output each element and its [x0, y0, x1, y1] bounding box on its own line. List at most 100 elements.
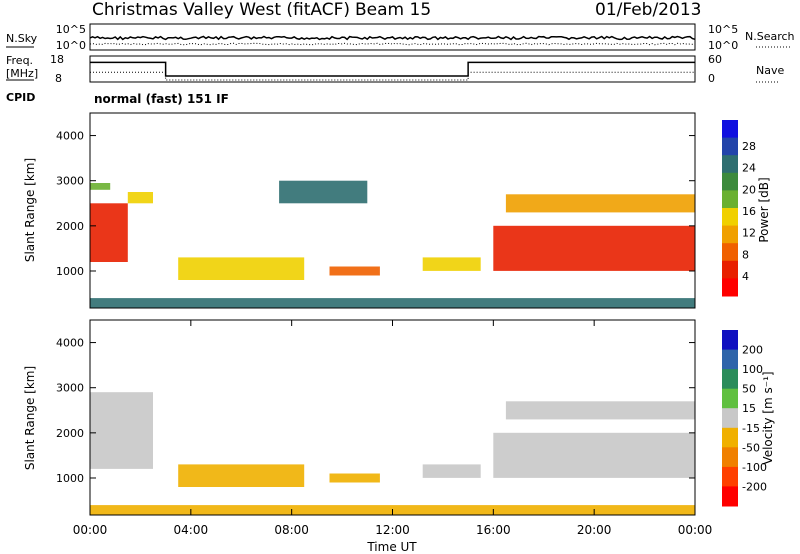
y-tick-label: 1000: [56, 472, 84, 485]
power-plot-frame: [89, 112, 696, 309]
velocity-colorbar-swatch: [722, 369, 738, 390]
velocity-colorbar-tick: -100: [742, 461, 767, 474]
noise-right-tick-top: 10^5: [708, 23, 738, 36]
velocity-colorbar-tick: -15: [742, 422, 760, 435]
power-colorbar-title: Power [dB]: [757, 177, 771, 242]
heatmap-region: [422, 257, 481, 271]
power-colorbar-tick: 16: [742, 205, 756, 218]
velocity-colorbar-swatch: [722, 427, 738, 448]
n-search-label: N.Search: [745, 30, 795, 43]
heatmap-region: [90, 203, 128, 262]
heatmap-region: [493, 432, 695, 478]
heatmap-region: [90, 183, 111, 190]
power-colorbar-swatch: [722, 208, 738, 227]
nave-series: [90, 71, 695, 81]
power-colorbar-swatch: [722, 120, 738, 139]
date-label: 01/Feb/2013: [595, 0, 702, 20]
velocity-colorbar-title: Velocity [m s⁻¹]: [761, 371, 775, 464]
velocity-colorbar-tick: -50: [742, 441, 760, 454]
heatmap-region: [422, 464, 481, 478]
cpid-panel: CPID normal (fast) 151 IF: [6, 91, 229, 106]
power-colorbar-tick: 28: [742, 140, 756, 153]
power-colorbar-swatch: [722, 225, 738, 244]
velocity-colorbar-swatch: [722, 466, 738, 487]
velocity-panel: 1000 2000 3000 4000 00:00 04:00 08:00 12:00 16:…: [23, 319, 775, 554]
n-sky-series: [89, 35, 696, 41]
freq-left-tick-top: 18: [50, 53, 64, 66]
velocity-colorbar-tick: 50: [742, 383, 756, 396]
velocity-colorbar-swatch: [722, 388, 738, 409]
heatmap-region: [505, 401, 695, 420]
power-colorbar-swatch: [722, 155, 738, 174]
nave-right-tick-bottom: 0: [708, 72, 715, 85]
y-tick-label: 2000: [56, 220, 84, 233]
velocity-colorbar-swatch: [722, 330, 738, 351]
power-colorbar-swatch: [722, 260, 738, 279]
heatmap-region: [127, 192, 153, 204]
x-tick-label: 20:00: [577, 523, 612, 537]
heatmap-region: [90, 298, 695, 308]
noise-right-tick-bottom: 10^0: [708, 39, 738, 52]
x-tick-label: 00:00: [678, 523, 713, 537]
station-title: Christmas Valley West (fitACF): [92, 0, 351, 20]
freq-label-line1: Freq.: [6, 54, 33, 67]
x-tick-label: 12:00: [375, 523, 410, 537]
power-colorbar-swatch: [722, 243, 738, 262]
velocity-ylabel: Slant Range [km]: [23, 366, 37, 470]
heatmap-region: [279, 180, 368, 204]
y-tick-label: 3000: [56, 175, 84, 188]
power-colorbar-tick: 24: [742, 162, 756, 175]
velocity-colorbar-tick: 200: [742, 344, 763, 357]
velocity-colorbar-swatch: [722, 486, 738, 507]
noise-left-tick-bottom: 10^0: [56, 39, 86, 52]
y-tick-label: 3000: [56, 382, 84, 395]
nave-label: Nave: [756, 64, 784, 77]
power-colorbar-tick: 20: [742, 183, 756, 196]
n-sky-label: N.Sky: [6, 32, 38, 45]
y-tick-label: 4000: [56, 130, 84, 143]
n-search-series: [89, 42, 696, 46]
heatmap-region: [329, 473, 380, 483]
power-ylabel: Slant Range [km]: [23, 158, 37, 262]
time-ut-xlabel: Time UT: [366, 540, 417, 554]
heatmap-region: [90, 392, 153, 469]
power-colorbar-tick: 4: [742, 270, 749, 283]
x-tick-label: 16:00: [476, 523, 511, 537]
x-tick-label: 00:00: [73, 523, 108, 537]
power-colorbar-swatch: [722, 172, 738, 191]
beam-label: Beam 15: [355, 0, 432, 20]
noise-left-tick-top: 10^5: [56, 23, 86, 36]
velocity-colorbar-swatch: [722, 349, 738, 370]
freq-series: [90, 61, 695, 77]
power-colorbar-tick: 8: [742, 248, 749, 261]
heatmap-region: [178, 464, 305, 487]
velocity-colorbar-tick: 15: [742, 402, 756, 415]
heatmap-region: [493, 225, 695, 271]
velocity-colorbar-swatch: [722, 447, 738, 468]
freq-label-line2: [MHz]: [6, 67, 38, 80]
velocity-colorbar-tick: -200: [742, 480, 767, 493]
cpid-label: CPID: [6, 91, 35, 104]
power-panel: 1000 2000 3000 4000 Slant Range [km] 28 24 20…: [23, 112, 771, 309]
power-colorbar-swatch: [722, 137, 738, 156]
cpid-value: normal (fast) 151 IF: [94, 92, 229, 106]
y-tick-label: 2000: [56, 427, 84, 440]
freq-left-tick-bottom: 8: [55, 72, 62, 85]
velocity-colorbar-swatch: [722, 408, 738, 429]
power-colorbar-tick: 12: [742, 227, 756, 240]
noise-panel: N.Sky N.Search 10^5 10^0 10^5 10^0: [6, 23, 795, 52]
x-tick-label: 08:00: [274, 523, 309, 537]
nave-right-tick-top: 60: [708, 53, 722, 66]
velocity-colorbar-tick: 100: [742, 363, 763, 376]
heatmap-region: [178, 257, 305, 280]
frequency-panel: Freq. [MHz] Nave 18 8 60 0: [6, 53, 784, 85]
heatmap-region: [505, 194, 695, 213]
power-colorbar-swatch: [722, 190, 738, 209]
y-tick-label: 1000: [56, 265, 84, 278]
y-tick-label: 4000: [56, 337, 84, 350]
heatmap-region: [329, 266, 380, 276]
power-colorbar-swatch: [722, 278, 738, 297]
x-tick-label: 04:00: [174, 523, 209, 537]
